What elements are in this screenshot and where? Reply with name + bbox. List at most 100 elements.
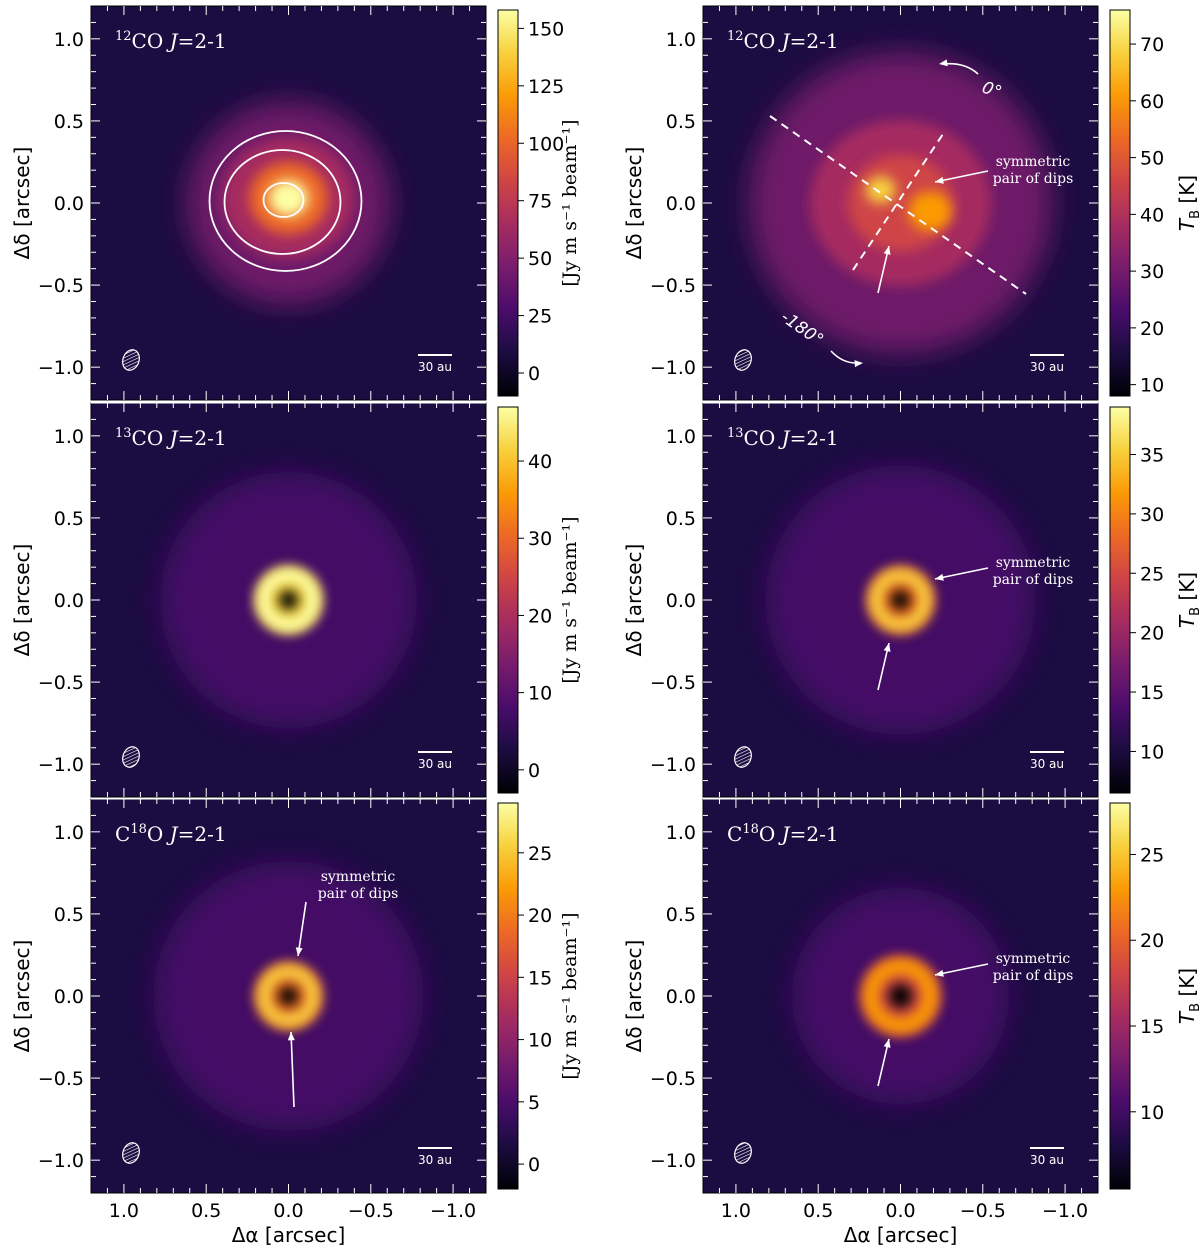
y-tick-label: −0.5 [38, 672, 84, 694]
contours [208, 130, 363, 272]
colorbar-tick-label: 15 [528, 967, 552, 989]
colorbar-tick-label: 10 [1140, 375, 1164, 397]
central-cavity [888, 984, 913, 1008]
colorbar-tick-label: 70 [1140, 34, 1164, 56]
y-tick-label: 1.0 [666, 426, 696, 448]
panel-12co-peak: 1.0 0.5 0.0 −0.5 −1.0 Δδ [arcsec] 12CO J=2-1 30… [622, 5, 1200, 401]
colorbar [497, 406, 519, 794]
colorbar [1109, 9, 1131, 397]
y-tick-label: −1.0 [38, 1150, 84, 1172]
panel-c18o-peak: 1.0 0.5 0.0 −0.5 −1.0 Δδ [arcsec] 1.0 0.5 0.0 −0.… [622, 798, 1200, 1247]
x-tick-label: 0.0 [273, 1200, 303, 1222]
x-tick-label: −0.5 [960, 1200, 1006, 1222]
ticks [703, 403, 1098, 797]
panel-line-label: 12CO J=2-1 [727, 29, 839, 53]
scale-bar-label: 30 au [1030, 1153, 1064, 1167]
y-tick-label: 0.0 [54, 986, 84, 1008]
bright-core [908, 191, 952, 231]
scale-bar-label: 30 au [418, 360, 452, 374]
y-tick-label: 0.5 [666, 111, 696, 133]
y-tick-label: −1.0 [38, 357, 84, 379]
arrow-head [854, 360, 863, 368]
beam-ellipse [122, 349, 140, 371]
colorbar-tick-label: 25 [528, 306, 552, 328]
colorbar-tick-label: 40 [528, 451, 552, 473]
y-tick-label: −1.0 [650, 754, 696, 776]
colorbar-label: TB [K] [1175, 175, 1200, 231]
ring-peak [257, 568, 320, 632]
arrow [934, 963, 989, 976]
colorbar-label: TB [K] [1175, 572, 1200, 628]
y-tick-label: 0.5 [54, 111, 84, 133]
y-tick-label: 0.5 [54, 904, 84, 926]
arrow [934, 170, 989, 183]
dips-label-line1: symmetric [996, 555, 1071, 571]
emission-map [765, 465, 1036, 735]
colorbar-tick-label: 0 [528, 363, 540, 385]
y-tick-label: 1.0 [54, 822, 84, 844]
colorbar [1109, 802, 1131, 1190]
colorbar-tick-label: 75 [528, 191, 552, 213]
colorbar-tick-label: 10 [1140, 741, 1164, 763]
arrow [934, 567, 989, 580]
y-tick-label: 0.0 [666, 193, 696, 215]
panel-line-label: 13CO J=2-1 [115, 426, 227, 450]
colorbar-tick-label: 60 [1140, 91, 1164, 113]
emission-map [153, 861, 424, 1131]
colorbar-label: [Jy m s⁻¹ beam⁻¹] [559, 516, 581, 683]
x-tick-label: 1.0 [721, 1200, 751, 1222]
beam-ellipse [734, 1142, 752, 1164]
beam-ellipse [122, 746, 140, 768]
scale-bar-label: 30 au [418, 757, 452, 771]
y-axis-label: Δδ [arcsec] [10, 544, 34, 657]
contour-middle [223, 149, 342, 255]
dips-label-line1: symmetric [996, 154, 1071, 170]
y-tick-label: 0.5 [54, 508, 84, 530]
scale-bar-label: 30 au [1030, 360, 1064, 374]
colorbar-tick-label: 5 [528, 1092, 540, 1114]
y-tick-label: 0.0 [54, 193, 84, 215]
arrow-head [883, 1039, 891, 1048]
beam-ellipse [122, 1142, 140, 1164]
y-tick-label: −1.0 [650, 1150, 696, 1172]
arrow-head [939, 59, 948, 67]
y-axis-label: Δδ [arcsec] [622, 147, 646, 260]
colorbar-tick-label: 35 [1140, 445, 1164, 467]
colorbar [1109, 406, 1131, 794]
x-tick-label: −1.0 [430, 1200, 476, 1222]
ticks [91, 6, 486, 400]
colorbar [497, 802, 519, 1190]
scale-bar-label: 30 au [1030, 757, 1064, 771]
colorbar-tick-label: 50 [528, 248, 552, 270]
panel-line-label: 13CO J=2-1 [727, 426, 839, 450]
y-tick-label: −0.5 [650, 1068, 696, 1090]
panel-12co-integrated: 1.0 0.5 0.0 −0.5 −1.0 Δδ [arcsec] 12CO J=2-1 30… [10, 5, 581, 401]
y-axis-label: Δδ [arcsec] [622, 544, 646, 657]
arrow [297, 901, 307, 957]
arrow-head [883, 246, 891, 255]
central-cavity [278, 986, 299, 1006]
arrow-head [883, 643, 891, 652]
colorbar-label: [Jy m s⁻¹ beam⁻¹] [559, 119, 581, 286]
beam-ellipse [734, 746, 752, 768]
panel-line-label: 12CO J=2-1 [115, 29, 227, 53]
scale-bar-label: 30 au [418, 1153, 452, 1167]
y-tick-label: 1.0 [54, 426, 84, 448]
colorbar-tick-label: 15 [1140, 682, 1164, 704]
x-tick-label: 0.5 [191, 1200, 221, 1222]
y-tick-label: 0.0 [666, 986, 696, 1008]
ring-peak [257, 964, 320, 1028]
y-tick-label: −0.5 [38, 1068, 84, 1090]
arrow-head [287, 1032, 295, 1041]
colorbar-tick-label: 0 [528, 1154, 540, 1176]
colorbar-tick-label: 30 [1140, 504, 1164, 526]
dips-label-line2: pair of dips [993, 968, 1074, 984]
y-tick-label: 0.5 [666, 508, 696, 530]
y-tick-label: −0.5 [38, 275, 84, 297]
y-axis-label: Δδ [arcsec] [10, 147, 34, 260]
y-tick-label: 1.0 [666, 822, 696, 844]
arrow-head [935, 969, 944, 977]
y-tick-label: 0.0 [54, 590, 84, 612]
